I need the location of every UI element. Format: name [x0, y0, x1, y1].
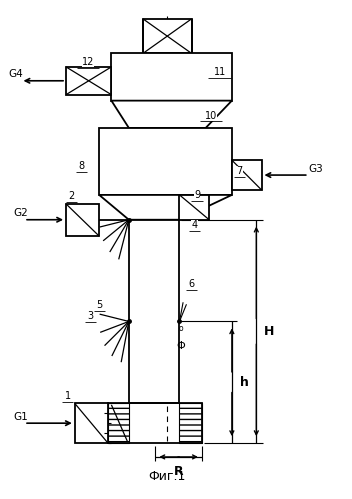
Text: Φ: Φ: [177, 341, 186, 351]
Text: 9: 9: [194, 190, 200, 200]
Polygon shape: [75, 403, 108, 443]
Text: 7: 7: [237, 166, 243, 176]
Text: G1: G1: [14, 412, 29, 422]
Polygon shape: [99, 195, 232, 220]
Polygon shape: [111, 53, 232, 101]
Text: R: R: [174, 465, 183, 478]
Text: 11: 11: [214, 67, 226, 77]
Text: G4: G4: [8, 69, 23, 79]
Text: H: H: [264, 325, 274, 338]
Polygon shape: [66, 204, 99, 236]
Polygon shape: [232, 160, 262, 190]
Text: 5: 5: [96, 300, 102, 310]
Text: 2: 2: [68, 191, 74, 201]
Text: G2: G2: [14, 208, 29, 218]
Text: 3: 3: [87, 311, 94, 321]
Text: o: o: [179, 324, 183, 333]
Text: 10: 10: [205, 110, 217, 121]
Polygon shape: [108, 403, 129, 443]
Polygon shape: [99, 128, 232, 195]
Polygon shape: [129, 220, 180, 403]
Polygon shape: [66, 67, 111, 95]
Polygon shape: [143, 19, 192, 53]
Polygon shape: [180, 195, 209, 220]
Text: 12: 12: [82, 57, 94, 67]
Text: 4: 4: [191, 220, 197, 230]
Polygon shape: [180, 403, 202, 443]
Text: Фиг.1: Фиг.1: [149, 470, 186, 483]
Polygon shape: [111, 101, 232, 128]
Text: 1: 1: [65, 391, 71, 401]
Text: G3: G3: [309, 164, 323, 174]
Text: h: h: [240, 376, 249, 389]
Text: 6: 6: [189, 279, 195, 289]
Text: 8: 8: [78, 161, 85, 171]
